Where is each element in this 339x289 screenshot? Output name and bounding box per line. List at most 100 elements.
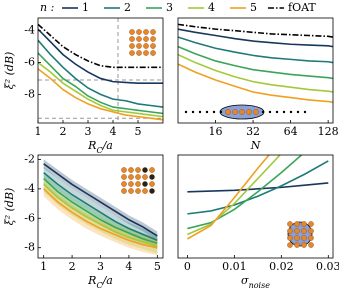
lattice-atom <box>143 29 149 35</box>
x-tick-label: 0.03 <box>316 260 339 273</box>
lattice-site <box>275 110 279 114</box>
x-tick-label: 3 <box>97 260 104 273</box>
lattice-atom <box>129 29 135 35</box>
legend-label: 1 <box>82 1 89 14</box>
lattice-atom <box>142 181 148 187</box>
x-axis-label: N <box>250 139 261 152</box>
lattice-atom <box>308 242 314 248</box>
lattice-atom <box>149 181 155 187</box>
series-line <box>43 177 158 245</box>
lattice-atom <box>128 167 134 173</box>
lattice-atom <box>287 235 293 241</box>
plot-frame <box>37 17 164 124</box>
lattice-site <box>261 110 265 114</box>
x-tick-label: 16 <box>209 125 223 138</box>
x-axis-label: RC/a <box>87 139 113 155</box>
lattice-atom <box>301 221 307 227</box>
lattice-atom <box>294 228 300 234</box>
lattice-atom <box>150 29 156 35</box>
lattice-site <box>303 110 307 114</box>
series-line <box>43 172 158 242</box>
lattice-atom <box>135 181 141 187</box>
lattice-atom <box>253 109 259 115</box>
plot-frame <box>177 17 334 124</box>
x-tick-label: 1 <box>35 125 42 138</box>
lattice-atom <box>136 36 142 42</box>
lattice-atom <box>128 188 134 194</box>
lattice-atom <box>142 167 148 173</box>
legend-title: n : <box>40 1 54 14</box>
lattice-site <box>198 110 202 114</box>
series-line <box>38 28 163 85</box>
x-tick-label: 0 <box>184 260 191 273</box>
error-band <box>43 177 158 254</box>
y-tick-label: -8 <box>24 87 35 100</box>
lattice-site <box>289 110 293 114</box>
x-tick-label: 0.01 <box>222 260 247 273</box>
x-axis-label: σnoise <box>241 274 270 289</box>
series-line <box>178 53 333 93</box>
legend-label: 5 <box>250 1 257 14</box>
plot-area <box>38 18 163 123</box>
lattice-site <box>268 110 272 114</box>
series-line <box>43 183 158 247</box>
x-tick-label: 0.02 <box>269 260 294 273</box>
lattice-atom <box>150 36 156 42</box>
lattice-atom <box>287 228 293 234</box>
y-axis-label: ξ² (dB) <box>3 52 16 90</box>
x-tick-label: 32 <box>246 125 260 138</box>
lattice-atom <box>294 235 300 241</box>
label-main: R <box>87 139 96 152</box>
lattice-atom <box>232 109 238 115</box>
lattice-atom <box>121 181 127 187</box>
series-line <box>187 155 303 230</box>
series-line <box>38 68 163 121</box>
x-tick-label: 2 <box>60 125 67 138</box>
series-line <box>178 28 333 48</box>
highlight <box>287 221 313 247</box>
y-axis-label: ξ² (dB) <box>3 188 16 226</box>
series-line <box>178 23 333 38</box>
lattice-atom <box>301 242 307 248</box>
lattice-atom <box>136 50 142 56</box>
x-tick-label: 4 <box>125 260 132 273</box>
series-line <box>43 188 158 249</box>
series-line <box>187 155 271 240</box>
lattice-atom <box>136 43 142 49</box>
lattice-site <box>191 110 195 114</box>
label-main: σ <box>241 274 249 287</box>
lattice-atom <box>129 50 135 56</box>
series-line <box>178 36 333 64</box>
lattice-atom <box>121 188 127 194</box>
series-line <box>187 182 329 193</box>
series-line <box>187 155 282 236</box>
lattice-atom <box>225 109 231 115</box>
lattice-atom <box>301 235 307 241</box>
x-tick-label: 128 <box>318 125 339 138</box>
legend-label: 2 <box>124 1 131 14</box>
lattice-atom <box>143 36 149 42</box>
lattice-atom <box>287 221 293 227</box>
series-line <box>38 52 163 115</box>
lattice-atom <box>142 188 148 194</box>
error-band <box>43 172 158 250</box>
plot-area <box>43 159 158 256</box>
lattice-site <box>219 110 223 114</box>
label-sub: C <box>96 281 102 289</box>
series-line <box>38 23 163 69</box>
lattice-atom <box>129 36 135 42</box>
y-tick-label: -4 <box>24 24 35 37</box>
series-line <box>38 39 163 108</box>
x-tick-label: 64 <box>284 125 298 138</box>
lattice-site <box>282 110 286 114</box>
lattice-atom <box>149 167 155 173</box>
error-band <box>43 166 158 247</box>
lattice-atom <box>301 228 307 234</box>
lattice-atom <box>246 109 252 115</box>
lattice-atom <box>121 174 127 180</box>
lattice-atom <box>129 43 135 49</box>
label-rest: /a <box>102 274 113 287</box>
lattice-atom <box>135 167 141 173</box>
lattice-site <box>296 110 300 114</box>
series-line <box>187 160 329 215</box>
